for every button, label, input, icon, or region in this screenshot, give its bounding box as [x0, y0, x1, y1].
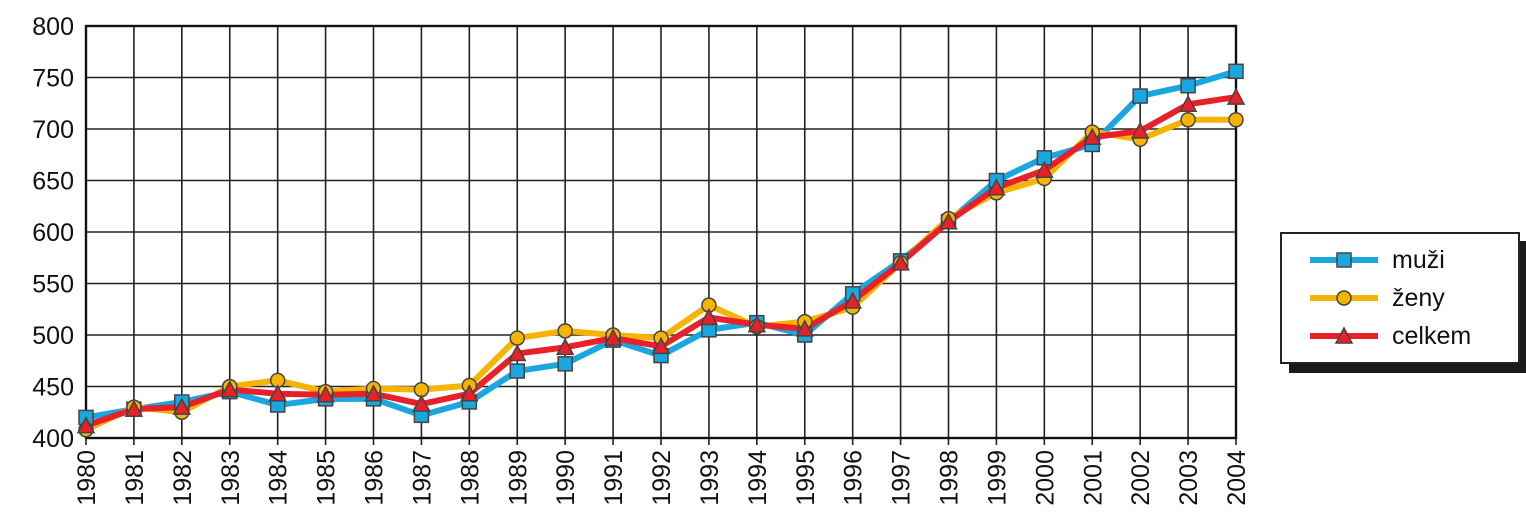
legend-swatch-celkem: [1310, 326, 1378, 344]
x-tick-label: 1983: [217, 450, 245, 506]
x-tick-label: 1993: [696, 450, 724, 506]
y-tick-label: 750: [32, 65, 74, 93]
data-point: [987, 178, 1006, 196]
y-tick-label: 450: [32, 374, 74, 402]
data-point: [1083, 127, 1102, 145]
x-tick-label: 2001: [1079, 450, 1107, 506]
data-point: [1228, 111, 1244, 128]
data-point: [124, 399, 144, 417]
x-tick-label: 1986: [361, 450, 389, 506]
y-tick-label: 500: [32, 322, 74, 350]
x-tick-label: 1989: [504, 450, 532, 506]
x-tick-label: 1997: [888, 450, 916, 506]
y-tick-label: 550: [32, 271, 74, 299]
x-tick-label: 1996: [840, 450, 868, 506]
legend-item-celkem: celkem: [1306, 318, 1471, 354]
x-tick-label: 2000: [1031, 450, 1059, 506]
data-point: [651, 336, 671, 355]
data-point: [268, 384, 287, 402]
chart-legend: muži ženy celkem: [1280, 232, 1520, 364]
data-point: [509, 330, 525, 346]
legend-label-muzi: muži: [1392, 245, 1445, 274]
x-tick-label: 1980: [73, 450, 101, 506]
y-tick-label: 700: [32, 116, 74, 144]
data-point: [1180, 77, 1196, 94]
x-tick-label: 2002: [1127, 450, 1155, 506]
data-point: [220, 379, 239, 398]
data-point: [76, 416, 96, 434]
x-tick-label: 1990: [552, 450, 580, 506]
x-tick-label: 1981: [121, 450, 149, 506]
legend-label-celkem: celkem: [1392, 321, 1472, 350]
x-tick-label: 1992: [648, 450, 676, 506]
data-point: [891, 253, 910, 271]
legend-item-muzi: muži: [1306, 242, 1445, 278]
legend-swatch-zeny: [1310, 290, 1378, 306]
data-point: [555, 337, 575, 356]
x-tick-label: 1987: [408, 450, 436, 506]
data-point: [557, 323, 573, 339]
x-axis-labels: 1980 1981 1982 1983 1984 1985 1986 1987 1988 1989…: [73, 450, 1251, 506]
x-tick-label: 1999: [983, 450, 1011, 506]
data-point: [460, 384, 479, 402]
data-point: [939, 212, 958, 230]
x-tick-label: 1988: [456, 450, 484, 506]
data-point: [1228, 63, 1244, 80]
data-point: [557, 356, 573, 372]
plot-frame: [84, 24, 1238, 440]
y-tick-label: 800: [32, 13, 74, 41]
y-axis-labels: 400 450 500 550 600 650 700 750 800: [32, 13, 74, 453]
legend-swatch-muzi: [1310, 252, 1378, 268]
series-markers-2: [76, 87, 1246, 434]
y-tick-label: 400: [32, 425, 74, 453]
y-tick-label: 600: [32, 219, 74, 247]
x-tick-label: 2003: [1175, 450, 1203, 506]
data-point: [1130, 121, 1150, 139]
data-point: [843, 291, 862, 309]
x-tick-label: 1991: [600, 450, 628, 506]
data-point: [364, 384, 383, 402]
data-point: [316, 385, 335, 403]
data-point: [747, 315, 767, 333]
data-point: [172, 397, 192, 415]
data-point: [795, 319, 814, 337]
x-tick-label: 1995: [792, 450, 820, 506]
data-point: [1178, 94, 1198, 113]
data-point: [699, 307, 719, 326]
data-point: [1132, 88, 1148, 104]
data-point: [1180, 111, 1196, 128]
x-tick-label: 1985: [313, 450, 341, 506]
data-point: [412, 394, 431, 412]
x-tick-label: 1994: [744, 450, 772, 506]
legend-label-zeny: ženy: [1392, 283, 1445, 312]
x-tick-label: 2004: [1223, 450, 1251, 506]
x-tick-label: 1984: [265, 450, 293, 506]
y-tick-label: 650: [32, 168, 74, 196]
x-tick-label: 1998: [936, 450, 964, 506]
data-point: [1226, 87, 1246, 105]
x-tick-label: 1982: [169, 450, 197, 506]
data-point: [509, 363, 525, 379]
legend-item-zeny: ženy: [1306, 280, 1445, 316]
data-point: [508, 343, 527, 362]
data-point: [1035, 160, 1054, 178]
data-point: [603, 328, 623, 346]
